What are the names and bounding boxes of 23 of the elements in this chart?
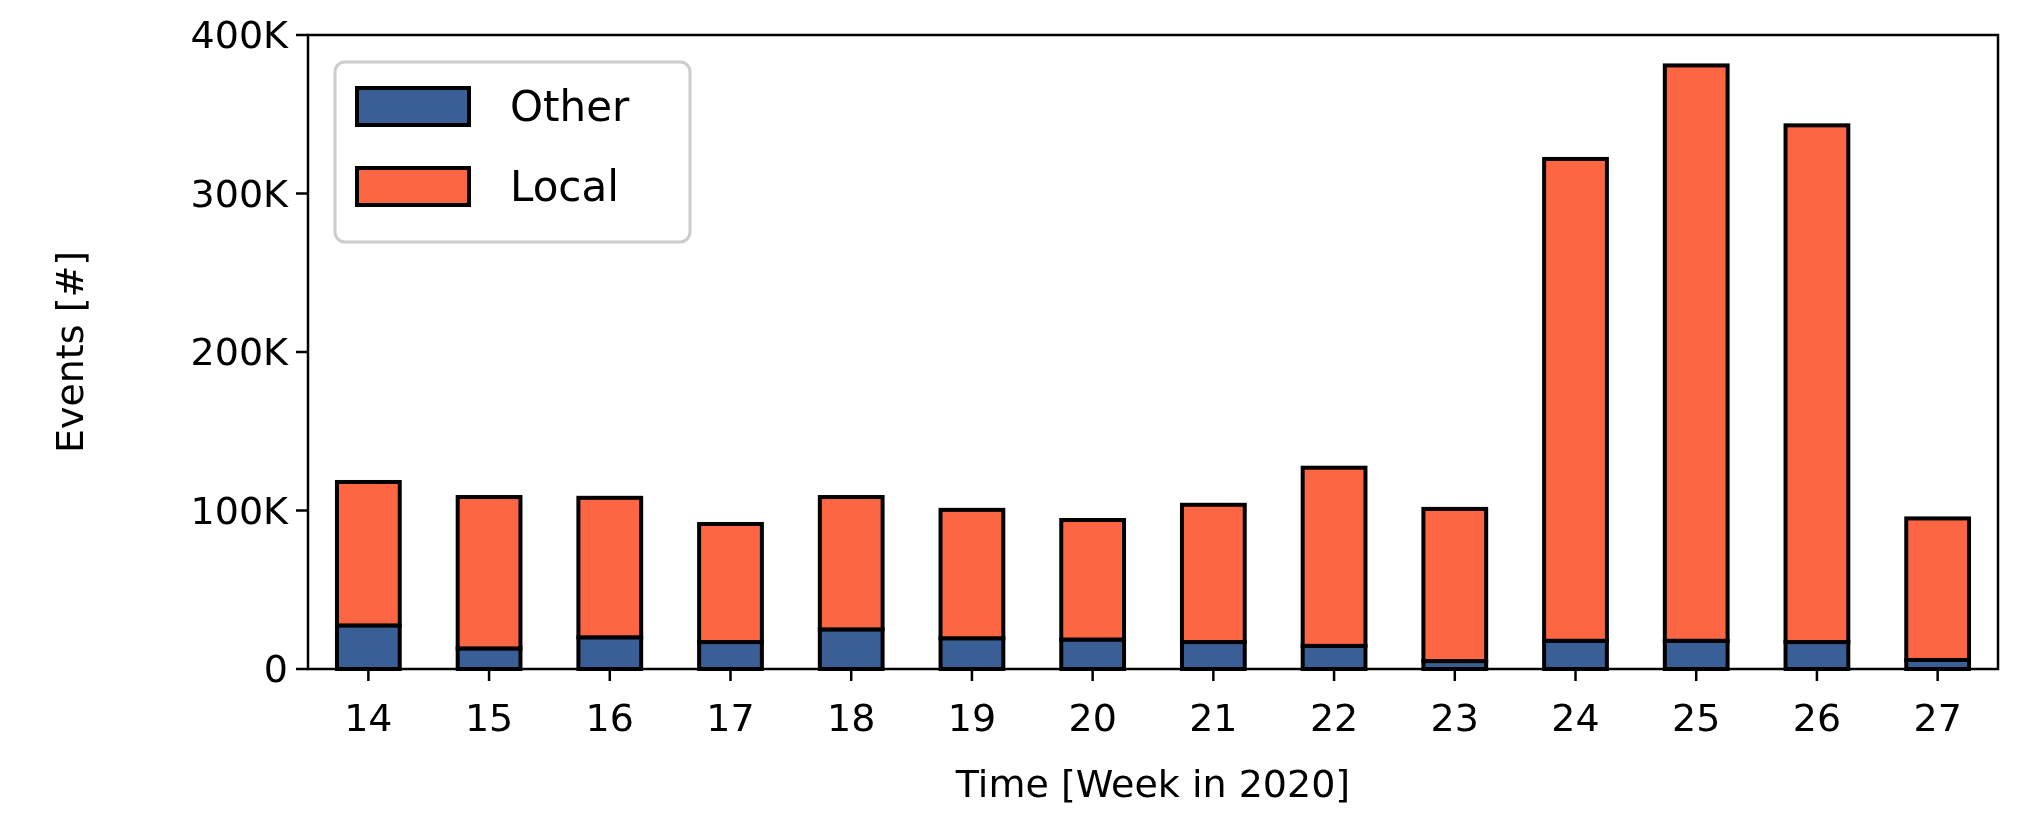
y-tick-label: 0	[263, 647, 288, 692]
x-tick-label: 19	[947, 696, 997, 740]
x-tick-label: 14	[344, 696, 393, 740]
y-tick-label: 200K	[190, 330, 290, 375]
x-tick-label: 23	[1430, 696, 1479, 740]
legend-label: Other	[510, 81, 630, 131]
x-tick-label: 24	[1551, 696, 1600, 740]
y-tick-label: 400K	[190, 13, 290, 58]
x-tick-label: 15	[464, 696, 514, 740]
y-tick-label: 300K	[190, 171, 290, 216]
x-axis-title: Time [Week in 2020]	[954, 762, 1351, 806]
x-tick-label: 25	[1672, 696, 1721, 740]
x-tick-label: 18	[827, 696, 876, 740]
y-tick-label: 100K	[190, 488, 290, 533]
y-axis-title: Events [#]	[48, 250, 92, 454]
x-tick-label: 22	[1309, 696, 1359, 740]
x-tick-label: 27	[1913, 696, 1962, 740]
x-tick-label: 21	[1189, 696, 1238, 740]
x-tick-label: 20	[1068, 696, 1117, 740]
x-tick-label: 16	[585, 696, 634, 740]
x-tick-label: 26	[1792, 696, 1842, 740]
x-tick-label: 17	[706, 696, 755, 740]
legend-label: Local	[510, 161, 619, 211]
